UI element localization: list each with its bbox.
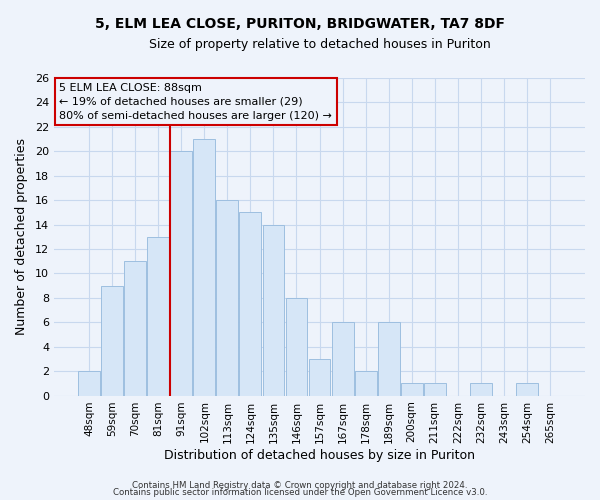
- Bar: [78, 371, 100, 396]
- X-axis label: Distribution of detached houses by size in Puriton: Distribution of detached houses by size …: [164, 450, 475, 462]
- Title: Size of property relative to detached houses in Puriton: Size of property relative to detached ho…: [149, 38, 490, 51]
- Bar: [124, 261, 146, 396]
- Bar: [193, 139, 215, 396]
- Bar: [355, 371, 377, 396]
- Bar: [239, 212, 262, 396]
- Bar: [101, 286, 123, 396]
- Text: 5 ELM LEA CLOSE: 88sqm
← 19% of detached houses are smaller (29)
80% of semi-det: 5 ELM LEA CLOSE: 88sqm ← 19% of detached…: [59, 83, 332, 121]
- Bar: [516, 384, 538, 396]
- Text: Contains HM Land Registry data © Crown copyright and database right 2024.: Contains HM Land Registry data © Crown c…: [132, 480, 468, 490]
- Text: Contains public sector information licensed under the Open Government Licence v3: Contains public sector information licen…: [113, 488, 487, 497]
- Bar: [148, 237, 169, 396]
- Bar: [424, 384, 446, 396]
- Text: 5, ELM LEA CLOSE, PURITON, BRIDGWATER, TA7 8DF: 5, ELM LEA CLOSE, PURITON, BRIDGWATER, T…: [95, 18, 505, 32]
- Bar: [286, 298, 307, 396]
- Bar: [470, 384, 492, 396]
- Bar: [263, 224, 284, 396]
- Bar: [308, 359, 331, 396]
- Bar: [378, 322, 400, 396]
- Bar: [170, 152, 192, 396]
- Bar: [332, 322, 353, 396]
- Bar: [401, 384, 422, 396]
- Y-axis label: Number of detached properties: Number of detached properties: [15, 138, 28, 336]
- Bar: [217, 200, 238, 396]
